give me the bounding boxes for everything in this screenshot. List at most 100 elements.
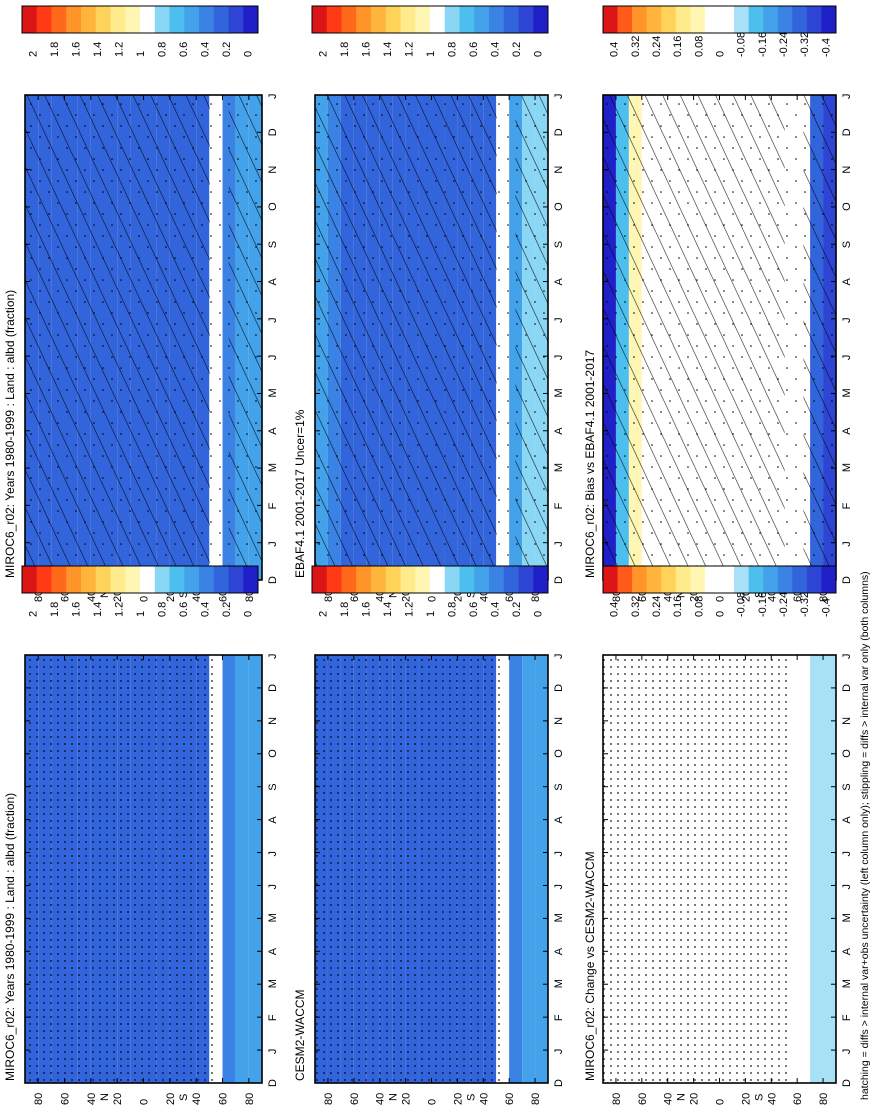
lat-band xyxy=(823,655,836,1083)
month-tick-label: F xyxy=(841,1014,853,1021)
colorbar-segment xyxy=(821,6,837,33)
colorbar-segment xyxy=(661,566,677,593)
lat-tick-label: 0 xyxy=(139,596,151,602)
lat-unit-north: N xyxy=(676,1093,688,1101)
colorbar-label: 0.4 xyxy=(609,602,621,617)
lat-tick-label: 0 xyxy=(427,596,439,602)
month-tick-label: D xyxy=(553,128,565,136)
lat-tick-label: 20 xyxy=(401,1093,413,1105)
colorbar-label: 0.4 xyxy=(199,42,211,57)
colorbar-segment xyxy=(341,566,357,593)
colorbar-frame xyxy=(21,565,259,594)
lat-unit-south: S xyxy=(178,591,190,598)
colorbar-segment xyxy=(22,566,38,593)
colorbar-segment xyxy=(430,566,446,593)
month-tick-label: A xyxy=(553,816,565,824)
month-tick-label: J xyxy=(553,654,565,660)
colorbar-frame xyxy=(311,565,549,594)
month-tick-label: A xyxy=(553,278,565,286)
colorbar-label: 0.2 xyxy=(221,602,233,617)
lat-tick-label: 40 xyxy=(478,1093,490,1105)
colorbar-segment xyxy=(66,6,82,33)
colorbar-label: 1.4 xyxy=(382,42,394,57)
colorbar-label: 0.2 xyxy=(221,42,233,57)
colorbar-segment xyxy=(169,566,185,593)
month-tick-label: S xyxy=(553,241,565,248)
colorbar-segment xyxy=(617,566,633,593)
month-tick-label: O xyxy=(553,202,565,211)
colorbar-segment xyxy=(748,566,764,593)
colorbar-label: 1.4 xyxy=(92,42,104,57)
month-tick-label: O xyxy=(553,749,565,758)
colorbar-segment xyxy=(646,566,662,593)
colorbar-label: 0.4 xyxy=(489,602,501,617)
lat-tick-label: 20 xyxy=(165,1093,177,1105)
lat-tick-label: 80 xyxy=(611,1093,623,1105)
lat-unit-south: S xyxy=(465,591,477,598)
lat-tick-label: 20 xyxy=(740,1093,752,1105)
month-tick-label: M xyxy=(553,388,565,397)
colorbar-segment xyxy=(806,6,822,33)
month-tick-label: N xyxy=(267,166,279,174)
month-tick-label: J xyxy=(553,884,565,890)
lat-tick-label: 40 xyxy=(191,1093,203,1105)
panel-left-top: 80 60 40 20 0 20 40 60 80N SDJFMAMJJASONDJMIROC6_… xyxy=(3,5,279,602)
colorbar-label: -0.24 xyxy=(778,32,790,57)
month-tick-label: M xyxy=(553,979,565,988)
month-tick-label: J xyxy=(267,1049,279,1055)
colorbar-segment xyxy=(806,566,822,593)
colorbar-segment xyxy=(474,566,490,593)
colorbar-label: 0.16 xyxy=(672,596,684,617)
colorbar-segment xyxy=(125,6,141,33)
month-tick-label: S xyxy=(553,783,565,790)
colorbar-label: 0.32 xyxy=(630,36,642,57)
month-tick-label: M xyxy=(841,913,853,922)
lat-tick-label: 80 xyxy=(323,1093,335,1105)
colorbar-label: 1.2 xyxy=(404,42,416,57)
lat-band xyxy=(222,655,236,1083)
colorbar-segment xyxy=(213,566,229,593)
stippling-overlay xyxy=(603,95,836,580)
colorbar-segment xyxy=(110,6,126,33)
colorbar-segment xyxy=(95,566,111,593)
colorbar-segment xyxy=(632,6,647,33)
colorbar-segment xyxy=(617,6,633,33)
month-tick-label: J xyxy=(553,541,565,547)
panel-title: MIROC6_r02: Change vs CESM2-WACCM xyxy=(583,851,597,1081)
colorbar-segment xyxy=(81,566,97,593)
month-tick-label: J xyxy=(267,355,279,361)
lat-tick-label: 20 xyxy=(689,1093,701,1105)
colorbar-label: 1.2 xyxy=(404,602,416,617)
colorbar-label: 0.4 xyxy=(489,42,501,57)
colorbar-label: 2 xyxy=(28,611,40,617)
colorbar-segment xyxy=(763,6,779,33)
month-tick-label: J xyxy=(841,851,853,857)
colorbar-segment xyxy=(415,566,431,593)
colorbar-segment xyxy=(675,566,691,593)
month-tick-label: M xyxy=(553,913,565,922)
month-tick-label: J xyxy=(553,94,565,100)
colorbar-label: 2 xyxy=(318,51,330,57)
colorbar-segment xyxy=(36,566,52,593)
colorbar-label: 0.4 xyxy=(199,602,211,617)
lat-tick-label: 0 xyxy=(139,1099,151,1105)
month-tick-label: J xyxy=(267,541,279,547)
month-tick-label: J xyxy=(841,654,853,660)
month-tick-label: J xyxy=(267,884,279,890)
colorbar-frame xyxy=(311,5,549,34)
colorbar-segment xyxy=(489,566,505,593)
colorbar-label: -0.4 xyxy=(820,598,832,617)
colorbar-segment xyxy=(326,6,342,33)
colorbar-segment xyxy=(140,566,156,593)
month-tick-label: O xyxy=(841,202,853,211)
colorbar-label: 1 xyxy=(425,611,437,617)
colorbar-label: 0.4 xyxy=(609,42,621,57)
colorbar-segment xyxy=(704,566,720,593)
colorbar-label: 1.4 xyxy=(92,602,104,617)
colorbar-segment xyxy=(719,6,735,33)
colorbar-segment xyxy=(140,6,156,33)
month-tick-label: N xyxy=(841,166,853,174)
lat-tick-label: 0 xyxy=(715,596,727,602)
month-tick-label: F xyxy=(553,1014,565,1021)
colorbar-segment xyxy=(430,6,446,33)
